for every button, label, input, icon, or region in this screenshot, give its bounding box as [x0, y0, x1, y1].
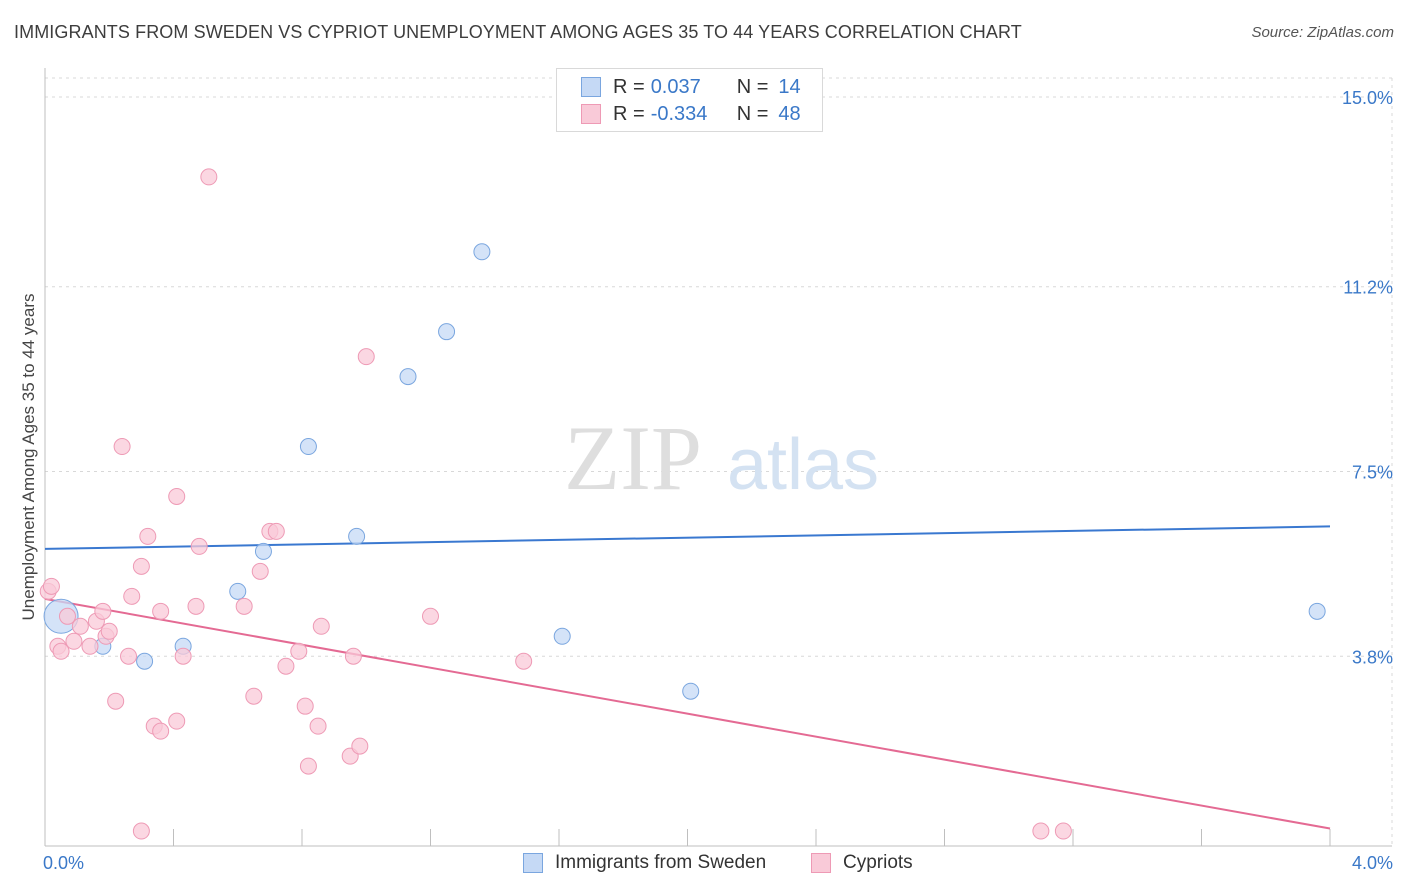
data-points — [39, 168, 1326, 840]
n-label: N = — [736, 75, 769, 98]
tick-labels: 3.8% 7.5% 11.2% 15.0% 0.0% 4.0% — [43, 88, 1393, 873]
cypriot-point — [1032, 822, 1050, 840]
cypriot-point — [139, 527, 157, 545]
sweden-point — [299, 438, 317, 456]
cypriot-point — [515, 652, 533, 670]
cypriot-point — [200, 168, 218, 186]
n-value: 14 — [778, 75, 801, 98]
sweden-swatch-icon — [581, 77, 601, 97]
sweden-swatch-icon — [523, 853, 543, 873]
trend-lines — [44, 525, 1331, 830]
watermark: ZIP atlas — [564, 407, 879, 509]
cypriot-point — [245, 687, 263, 705]
cypriot-point — [309, 717, 327, 735]
legend-label: Immigrants from Sweden — [555, 852, 767, 873]
cypriot-point — [187, 597, 205, 615]
r-value: 0.037 — [650, 75, 701, 98]
sweden-point — [1308, 602, 1326, 620]
cypriot-point — [357, 348, 375, 366]
axes — [44, 68, 1392, 847]
cypriot-point — [58, 607, 76, 625]
legend-item-cypriots[interactable]: Cypriots — [811, 852, 913, 874]
cypriot-point — [251, 562, 269, 580]
cypriot-point — [152, 602, 170, 620]
y-tick-label: 3.8% — [1352, 647, 1393, 667]
cypriot-point — [296, 697, 314, 715]
cypriot-point — [52, 642, 70, 660]
cypriot-point — [190, 537, 208, 555]
cypriot-point — [1054, 822, 1072, 840]
legend-label: Cypriots — [843, 852, 913, 873]
sweden-point — [254, 542, 272, 560]
correlation-legend: R = 0.037 N = 14 R = -0.334 N = 48 — [556, 68, 823, 132]
cypriot-point — [290, 642, 308, 660]
cypriot-point — [132, 557, 150, 575]
legend-row-cypriots: R = -0.334 N = 48 — [581, 102, 801, 126]
sweden-point — [473, 243, 491, 261]
cypriot-point — [299, 757, 317, 775]
cypriot-trend-line — [44, 597, 1331, 830]
n-label: N = — [736, 102, 769, 125]
cypriot-point — [113, 438, 131, 456]
sweden-point — [399, 368, 417, 386]
cypriot-point — [277, 657, 295, 675]
x-tick-label: 0.0% — [43, 853, 84, 873]
sweden-point — [682, 682, 700, 700]
cypriot-point — [42, 577, 60, 595]
cypriot-point — [174, 647, 192, 665]
y-tick-label: 15.0% — [1342, 88, 1393, 108]
cypriot-swatch-icon — [811, 853, 831, 873]
cypriot-point — [152, 722, 170, 740]
sweden-point — [438, 323, 456, 341]
cypriot-swatch-icon — [581, 104, 601, 124]
cypriot-point — [94, 602, 112, 620]
sweden-point — [553, 627, 571, 645]
sweden-trend-line — [44, 525, 1331, 550]
gridlines — [45, 77, 1393, 846]
cypriot-point — [120, 647, 138, 665]
r-label: R = — [613, 75, 645, 98]
cypriot-point — [168, 487, 186, 505]
cypriot-point — [65, 632, 83, 650]
cypriot-point — [235, 597, 253, 615]
cypriot-point — [132, 822, 150, 840]
cypriot-point — [123, 587, 141, 605]
cypriot-point — [422, 607, 439, 625]
cypriot-point — [344, 647, 362, 665]
sweden-point — [348, 527, 366, 545]
y-tick-label: 11.2% — [1343, 278, 1393, 298]
sweden-point — [229, 582, 247, 600]
y-axis-label: Unemployment Among Ages 35 to 44 years — [19, 293, 38, 621]
cypriot-point — [168, 712, 186, 730]
cypriot-point — [312, 617, 330, 635]
cypriot-point — [71, 617, 89, 635]
cypriot-point — [267, 522, 285, 540]
legend-item-sweden[interactable]: Immigrants from Sweden — [523, 852, 766, 874]
cypriot-point — [100, 622, 118, 640]
cypriot-point — [107, 692, 125, 710]
watermark-atlas: atlas — [727, 425, 879, 505]
n-value: 48 — [778, 102, 801, 125]
cypriot-point — [351, 737, 369, 755]
x-tick-label: 4.0% — [1352, 853, 1393, 873]
source-label: Source: ZipAtlas.com — [1251, 24, 1394, 41]
cypriot-point — [81, 637, 99, 655]
legend-row-sweden: R = 0.037 N = 14 — [581, 75, 801, 99]
sweden-point — [136, 652, 154, 670]
r-label: R = — [613, 102, 645, 125]
y-tick-label: 7.5% — [1352, 463, 1393, 483]
chart-title: IMMIGRANTS FROM SWEDEN VS CYPRIOT UNEMPL… — [14, 22, 1022, 42]
watermark-zip: ZIP — [564, 407, 702, 509]
r-value: -0.334 — [650, 102, 708, 125]
